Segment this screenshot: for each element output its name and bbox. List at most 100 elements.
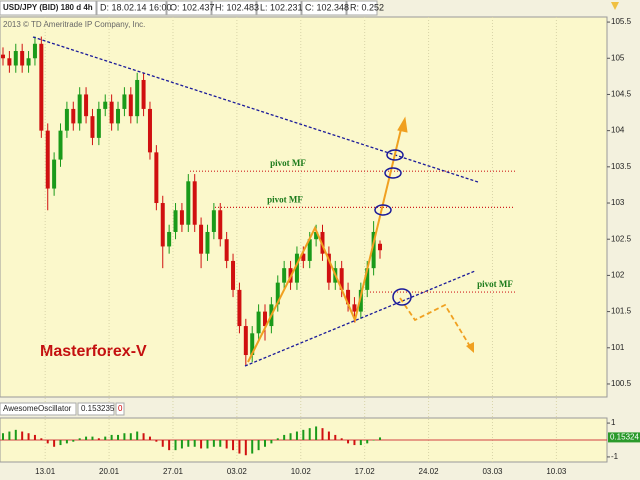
osc-bar <box>295 431 298 440</box>
x-tick-label: 24.02 <box>419 467 440 476</box>
osc-bar <box>46 440 49 444</box>
candle-body <box>339 268 344 290</box>
candle-body <box>58 130 63 160</box>
osc-bar <box>123 433 126 440</box>
osc-bar <box>2 433 4 440</box>
osc-y-tick-label: -1 <box>611 452 619 461</box>
osc-bar <box>8 431 11 440</box>
copyright: 2013 © TD Ameritrade IP Company, Inc. <box>3 20 145 29</box>
candle-body <box>275 282 280 305</box>
osc-bar <box>65 440 68 444</box>
candle-body <box>39 43 44 131</box>
candle-body <box>301 253 306 261</box>
osc-bar <box>78 438 81 440</box>
symbol: USD/JPY (BID) 180 d 4h <box>3 3 93 12</box>
osc-bar <box>347 440 350 444</box>
candle-body <box>26 58 31 66</box>
x-tick-label: 13.01 <box>35 467 56 476</box>
oscillator-name: AwesomeOscillator <box>3 404 72 413</box>
pivot-label: pivot MF <box>267 194 303 204</box>
candle-body <box>250 333 255 356</box>
header-box <box>301 0 347 16</box>
candle-body <box>205 231 210 254</box>
osc-bar <box>110 434 113 440</box>
marker <box>392 288 412 306</box>
osc-bar <box>174 440 177 451</box>
osc-bar <box>379 437 382 440</box>
candle-body <box>352 304 357 312</box>
marker <box>374 204 392 216</box>
candle-body <box>371 231 376 269</box>
header-box <box>0 402 77 416</box>
y-tick-label: 104.5 <box>611 90 632 99</box>
osc-bar <box>33 434 36 440</box>
header-box <box>96 0 167 16</box>
candle-body <box>109 101 114 124</box>
y-tick-label: 103.5 <box>611 162 632 171</box>
osc-bar <box>276 438 279 440</box>
candle-body <box>282 268 287 283</box>
candle-body <box>218 210 223 240</box>
candle-body <box>103 101 108 109</box>
y-tick-label: 105 <box>611 53 625 62</box>
x-tick-label: 10.02 <box>291 467 312 476</box>
y-tick-label: 101.5 <box>611 307 632 316</box>
osc-bar <box>200 440 203 449</box>
arrow-head <box>397 116 408 133</box>
candle-body <box>64 108 69 131</box>
y-tick-label: 100.5 <box>611 379 632 388</box>
osc-bar <box>263 440 266 447</box>
candle-body <box>358 289 363 312</box>
y-tick-label: 101 <box>611 343 625 352</box>
candle-body <box>231 260 236 290</box>
osc-bar <box>91 436 94 440</box>
osc-bar <box>85 436 88 440</box>
header-box <box>115 402 125 416</box>
osc-bar <box>21 431 24 440</box>
candle-body <box>135 79 140 117</box>
candle-body <box>173 210 178 232</box>
candle-body <box>141 79 146 109</box>
osc-bar <box>232 440 235 451</box>
candle-body <box>378 243 383 251</box>
candle-body <box>256 311 261 334</box>
x-tick-label: 10.03 <box>546 467 567 476</box>
oscillator-header: AwesomeOscillator 0.153235 0 <box>0 402 125 416</box>
candle-body <box>71 108 76 124</box>
osc-bar <box>168 440 171 451</box>
candle-body <box>77 94 82 124</box>
pivot-label: pivot MF <box>477 279 513 289</box>
annotations <box>32 36 479 367</box>
header-box <box>77 402 115 416</box>
osc-bar <box>187 440 190 447</box>
candle-body <box>346 289 351 305</box>
osc-bar <box>180 440 183 449</box>
osc-bar <box>372 440 375 441</box>
osc-bar <box>353 440 356 446</box>
y-tick-label: 104 <box>611 126 625 135</box>
osc-bar <box>117 434 120 440</box>
current-value-box <box>608 432 640 443</box>
candle-body <box>262 311 267 327</box>
candle-body <box>90 116 95 138</box>
header-box <box>256 0 302 16</box>
marker <box>386 149 404 161</box>
osc-bar <box>315 426 318 440</box>
header-box <box>0 0 97 16</box>
wave-path-alt <box>399 297 472 349</box>
oscillator-param: 0 <box>118 404 123 413</box>
candle-body <box>84 94 89 117</box>
candle-body <box>45 130 50 189</box>
pivot-label: pivot MF <box>270 158 306 168</box>
current-value-label: 0.15324 <box>610 433 639 442</box>
watermark: Masterforex-V <box>40 343 147 360</box>
candle-body <box>116 108 121 124</box>
candle-body <box>7 58 12 66</box>
price-panel <box>0 16 608 398</box>
range: R: 0.252 <box>350 2 384 12</box>
candle-body <box>365 268 370 290</box>
osc-bar <box>270 440 273 444</box>
osc-bar <box>359 440 362 446</box>
candle-body <box>1 54 5 59</box>
